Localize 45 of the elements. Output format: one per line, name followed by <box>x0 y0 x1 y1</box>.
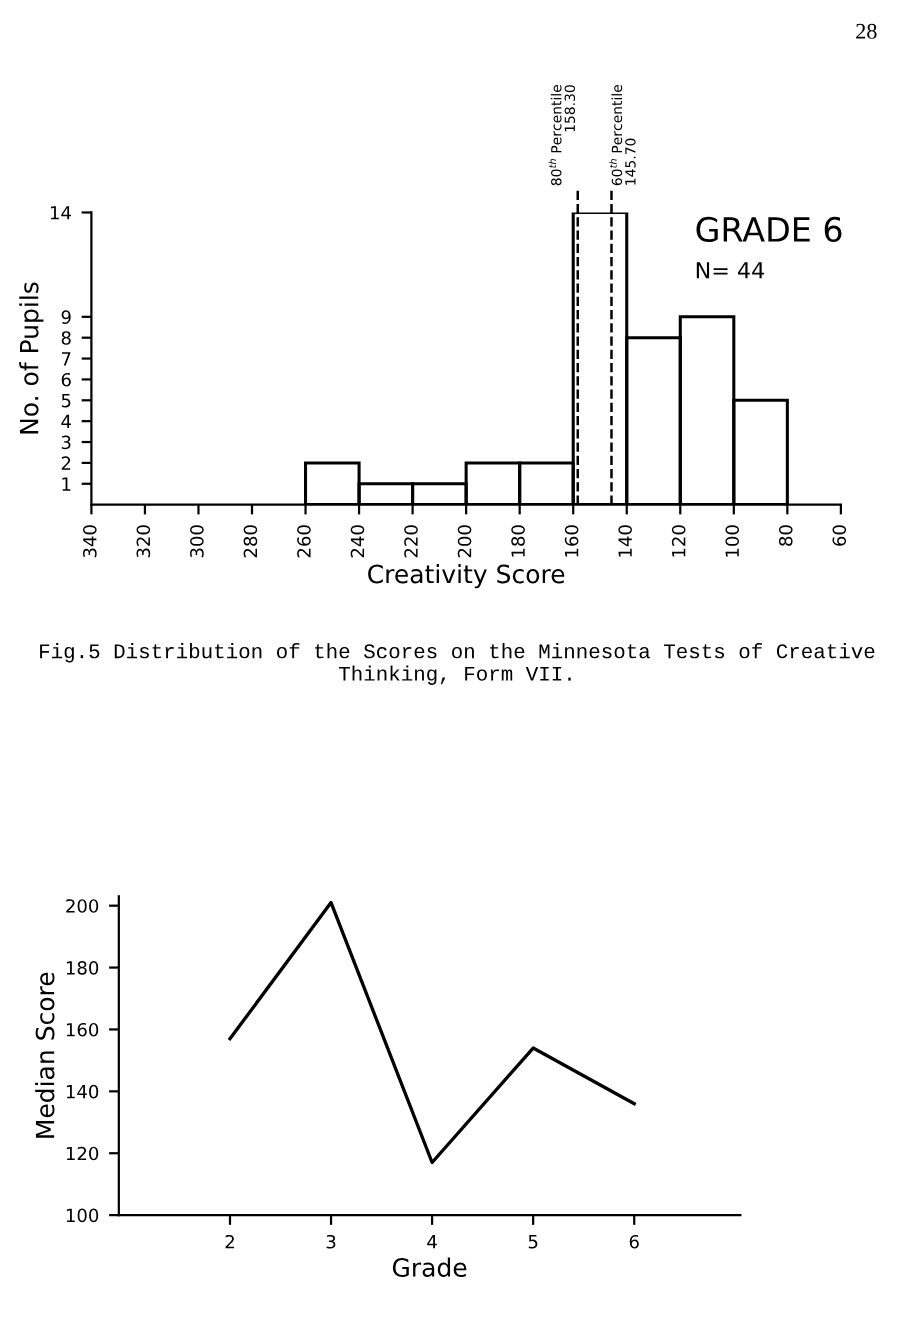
x-tick-label: 340 <box>82 525 97 558</box>
y-tick-label: 4 <box>61 414 71 429</box>
y-tick-label: 180 <box>66 961 99 975</box>
y-tick-label: 100 <box>66 1208 99 1223</box>
y-tick-label: 8 <box>61 331 71 345</box>
y-tick-label: 6 <box>61 372 71 387</box>
x-tick-label: 220 <box>404 525 418 558</box>
y-tick-label: 120 <box>66 1146 99 1161</box>
y-tick-label: 160 <box>66 1022 99 1037</box>
x-tick-label: 2 <box>225 1234 234 1249</box>
x-tick-label: 60 <box>832 525 847 546</box>
x-tick-label: 200 <box>457 525 472 558</box>
x-tick-label: 100 <box>725 525 740 557</box>
x-axis-title: Grade <box>392 1257 467 1277</box>
x-tick-label: 240 <box>350 525 365 558</box>
x-tick-label: 4 <box>427 1235 437 1249</box>
y-tick-label: 3 <box>61 435 71 450</box>
y-axis-title: Median Score <box>35 972 55 1138</box>
x-tick-label: 140 <box>618 525 632 557</box>
x-tick-label: 280 <box>243 525 258 558</box>
y-axis-title: No. of Pupils <box>19 282 44 434</box>
x-tick-label: 6 <box>629 1234 639 1249</box>
y-tick-label: 9 <box>61 310 71 324</box>
x-axis-title: Creativity Score <box>368 564 565 589</box>
x-tick-label: 5 <box>528 1235 538 1249</box>
x-tick-label: 320 <box>136 525 151 558</box>
x-tick-label: 160 <box>564 525 579 557</box>
text: 28 <box>856 23 877 39</box>
caption: Fig.5 Distribution of the Scores on the Minnesota Tests of Creative Thinking, Form VII. <box>40 643 875 685</box>
x-tick-label: 260 <box>297 525 311 558</box>
x-tick-label: 120 <box>671 525 686 557</box>
annotation: GRADE 6 <box>696 216 842 243</box>
x-tick-label: 80 <box>778 525 793 546</box>
y-tick-label: 14 <box>50 206 71 220</box>
x-tick-label: 3 <box>326 1234 336 1249</box>
annotation: N= 44 <box>696 262 764 279</box>
line-series <box>228 900 636 1165</box>
y-tick-label: 140 <box>66 1084 99 1099</box>
y-tick-label: 5 <box>61 393 71 408</box>
y-tick-label: 1 <box>62 477 71 491</box>
y-tick-label: 200 <box>66 899 99 913</box>
y-tick-label: 7 <box>61 352 71 366</box>
y-tick-label: 2 <box>61 456 71 470</box>
x-tick-label: 300 <box>190 525 204 558</box>
x-tick-label: 180 <box>511 525 525 557</box>
